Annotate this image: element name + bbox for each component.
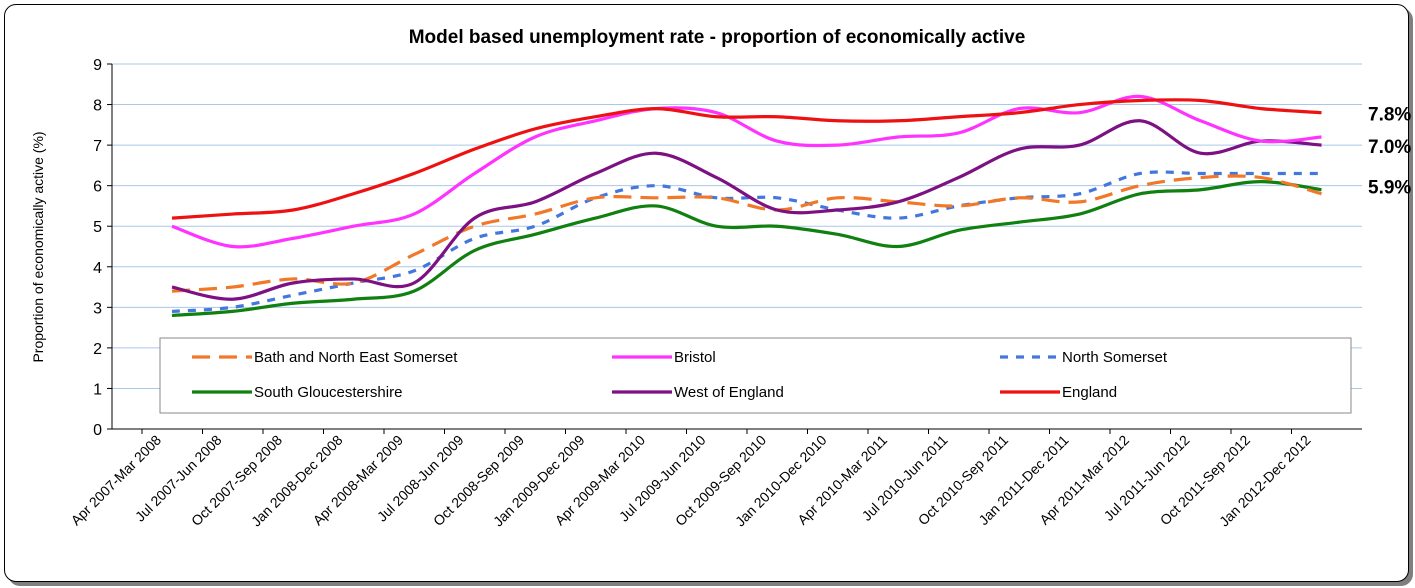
y-tick-label: 5 xyxy=(93,219,102,236)
legend-label-west-of-england: West of England xyxy=(674,384,784,401)
legend: Bath and North East Somerset Bristol North… xyxy=(159,337,1352,414)
chart-title: Model based unemployment rate - proporti… xyxy=(409,27,1026,48)
y-tick-label: 6 xyxy=(93,179,102,196)
end-value-label: 5.9% xyxy=(1368,178,1411,199)
y-tick-label: 0 xyxy=(93,422,102,439)
series-line-west-of-england xyxy=(171,119,1322,301)
y-tick-label: 8 xyxy=(93,98,102,115)
legend-label-north-somerset: North Somerset xyxy=(1062,349,1168,366)
y-tick-label: 2 xyxy=(93,341,102,358)
end-value-label: 7.0% xyxy=(1368,137,1411,158)
series-line-bristol xyxy=(171,94,1322,249)
series-line-bath-and-north-east-somerset xyxy=(171,174,1322,293)
y-tick-label: 9 xyxy=(93,57,102,74)
y-tick-label: 4 xyxy=(93,260,102,277)
y-tick-label: 3 xyxy=(93,300,102,317)
y-axis-label: Proportion of economically active (%) xyxy=(30,131,46,362)
series-line-south-gloucestershire xyxy=(171,180,1322,318)
legend-label-bristol: Bristol xyxy=(674,349,716,366)
end-value-labels: 7.8% 7.0% 5.9% xyxy=(1368,105,1411,199)
legend-box xyxy=(159,337,1352,414)
legend-label-south-gloucestershire: South Gloucestershire xyxy=(254,384,402,401)
y-tick-label: 7 xyxy=(93,138,102,155)
axes xyxy=(107,63,1362,434)
y-tick-label: 1 xyxy=(93,381,102,398)
end-value-label: 7.8% xyxy=(1368,105,1411,126)
series-lines xyxy=(171,94,1322,318)
legend-label-bath-and-north-east-somerset: Bath and North East Somerset xyxy=(254,349,458,366)
y-tick-labels: 0 1 2 3 4 5 6 7 8 9 xyxy=(93,57,102,439)
legend-label-england: England xyxy=(1062,384,1117,401)
series-line-england xyxy=(171,98,1322,220)
